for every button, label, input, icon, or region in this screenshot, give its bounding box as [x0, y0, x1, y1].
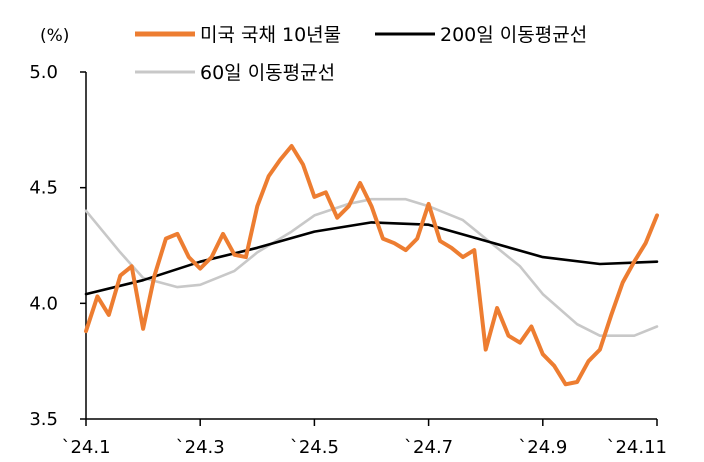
x-tick-label: `24.7 [404, 437, 453, 458]
legend-label-us-10y: 미국 국채 10년물 [200, 24, 341, 46]
y-tick-label: 5.0 [29, 62, 58, 83]
series-line-us-10y [84, 144, 659, 387]
plot-area [84, 144, 659, 387]
legend: 미국 국채 10년물 200일 이동평균선 60일 이동평균선 [135, 24, 587, 84]
x-tick-label: `24.9 [518, 437, 567, 458]
y-tick-label: 4.5 [29, 178, 58, 199]
y-axis: 5.0 4.5 4.0 3.5 [29, 62, 87, 430]
x-tick-label: `24.5 [290, 437, 339, 458]
x-axis: `24.1 `24.3 `24.5 `24.7 `24.9 `24.11 [61, 418, 667, 458]
series-line-200d-ma [84, 221, 659, 296]
y-tick-label: 4.0 [29, 293, 58, 314]
y-axis-unit-label: (%) [40, 26, 69, 46]
x-tick-label: `24.1 [61, 437, 110, 458]
legend-label-60d-ma: 60일 이동평균선 [200, 62, 335, 84]
series-line-60d-ma [84, 197, 659, 338]
x-tick-label: `24.3 [176, 437, 225, 458]
legend-label-200d-ma: 200일 이동평균선 [440, 24, 587, 46]
y-tick-label: 3.5 [29, 409, 58, 430]
x-tick-label: `24.11 [606, 437, 667, 458]
